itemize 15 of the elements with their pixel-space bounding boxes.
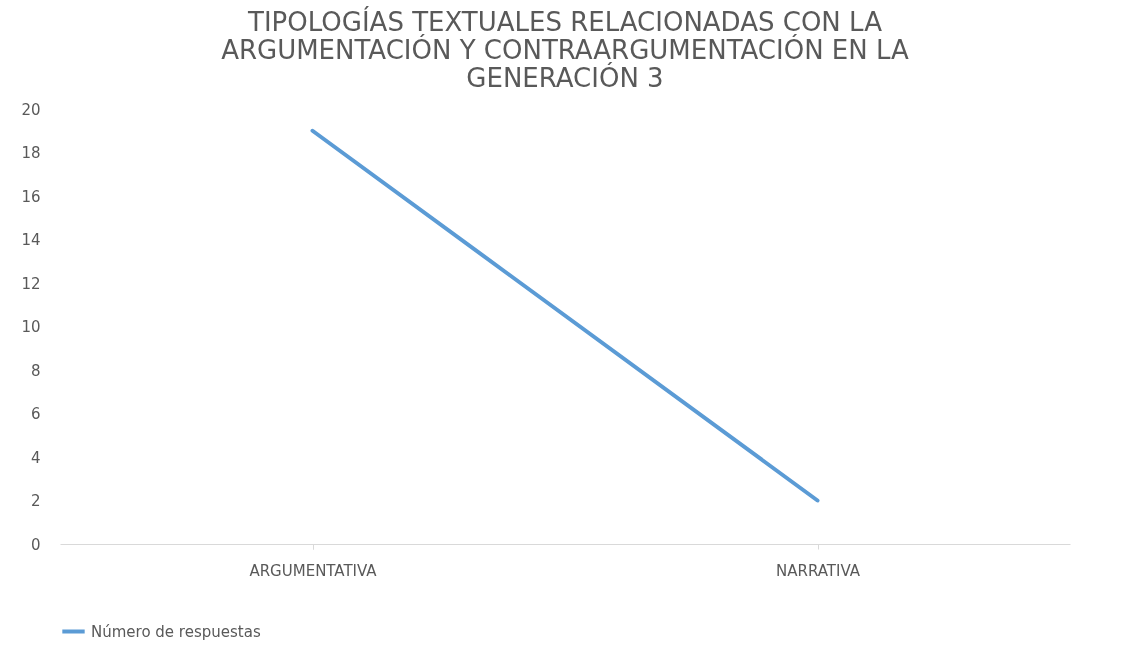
y-tick-label: 14 (21, 231, 41, 249)
y-tick-label: 8 (30, 361, 41, 380)
x-tick-label: ARGUMENTATIVA (249, 561, 378, 580)
y-tick-label: 2 (30, 492, 41, 510)
chart-title: TIPOLOGÍAS TEXTUALES RELACIONADAS CON LA ARGUMENTACIÓN Y CONTRAARGUMENTACIÓN EN LA GENERACIÓN 3 (221, 6, 910, 93)
y-tick-label: 12 (21, 274, 41, 293)
y-tick-label: 16 (21, 187, 41, 206)
y-tick-label: 20 (21, 100, 41, 119)
x-tick-label: NARRATIVA (776, 561, 861, 580)
legend-label: Número de respuestas (91, 622, 261, 641)
y-tick-label: 18 (21, 144, 41, 162)
y-tick-label: 10 (21, 318, 41, 336)
y-tick-label: 6 (30, 405, 41, 423)
y-tick-label: 4 (30, 448, 41, 467)
y-tick-label: 0 (30, 535, 41, 554)
